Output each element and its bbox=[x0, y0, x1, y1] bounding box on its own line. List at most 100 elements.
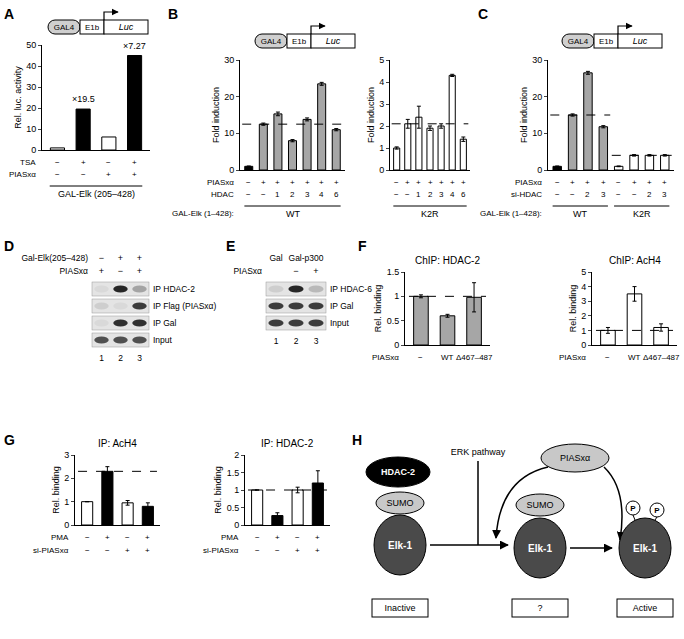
svg-text:−: − bbox=[105, 546, 110, 555]
svg-text:Input: Input bbox=[330, 318, 350, 328]
svg-text:HDAC: HDAC bbox=[211, 190, 234, 199]
svg-text:IP: HDAC-2: IP: HDAC-2 bbox=[261, 438, 314, 449]
svg-text:F: F bbox=[358, 238, 367, 254]
svg-text:−: − bbox=[106, 158, 111, 167]
svg-text:PIASxα: PIASxα bbox=[559, 353, 586, 362]
svg-text:−: − bbox=[293, 266, 298, 276]
svg-text:2: 2 bbox=[428, 190, 433, 199]
svg-text:4: 4 bbox=[319, 190, 324, 199]
svg-text:P: P bbox=[654, 506, 660, 515]
svg-text:−: − bbox=[55, 170, 60, 179]
svg-text:0: 0 bbox=[379, 165, 384, 175]
svg-text:1.5: 1.5 bbox=[387, 267, 400, 277]
svg-text:+: + bbox=[319, 178, 324, 187]
svg-text:20: 20 bbox=[532, 92, 542, 102]
svg-text:+: + bbox=[315, 533, 320, 542]
svg-text:1: 1 bbox=[64, 497, 69, 507]
svg-text:−: − bbox=[55, 158, 60, 167]
svg-text:3: 3 bbox=[581, 296, 586, 306]
svg-text:−: − bbox=[405, 190, 410, 199]
svg-text:PMA: PMA bbox=[221, 533, 239, 542]
svg-text:PMA: PMA bbox=[51, 533, 69, 542]
svg-text:+: + bbox=[334, 178, 339, 187]
svg-text:3: 3 bbox=[601, 190, 606, 199]
svg-text:E1b: E1b bbox=[85, 23, 100, 32]
svg-text:C: C bbox=[478, 6, 488, 22]
svg-text:−: − bbox=[255, 546, 260, 555]
svg-text:−: − bbox=[85, 546, 90, 555]
svg-text:PIASxα: PIASxα bbox=[372, 353, 399, 362]
svg-text:−: − bbox=[246, 190, 251, 199]
svg-text:×19.5: ×19.5 bbox=[72, 94, 95, 104]
svg-text:+: + bbox=[275, 533, 280, 542]
svg-text:E1b: E1b bbox=[599, 37, 614, 46]
svg-text:si-PIASxα: si-PIASxα bbox=[33, 546, 69, 555]
svg-text:B: B bbox=[168, 6, 178, 22]
svg-text:0: 0 bbox=[537, 165, 542, 175]
svg-text:PIASxα: PIASxα bbox=[9, 170, 36, 179]
svg-text:+: + bbox=[461, 178, 466, 187]
svg-text:WT: WT bbox=[286, 209, 300, 219]
svg-text:50: 50 bbox=[26, 40, 36, 50]
svg-text:1: 1 bbox=[379, 143, 384, 153]
svg-text:Rel. luc. activity: Rel. luc. activity bbox=[13, 66, 23, 129]
svg-text:2: 2 bbox=[585, 190, 590, 199]
svg-text:1.5: 1.5 bbox=[227, 468, 240, 478]
svg-text:−: − bbox=[418, 353, 423, 362]
svg-text:3: 3 bbox=[137, 353, 142, 363]
svg-text:−: − bbox=[261, 190, 266, 199]
svg-text:Δ467–487: Δ467–487 bbox=[643, 353, 680, 362]
svg-text:30: 30 bbox=[26, 82, 36, 92]
svg-text:2: 2 bbox=[379, 121, 384, 131]
svg-text:−: − bbox=[394, 178, 399, 187]
svg-text:5: 5 bbox=[379, 55, 384, 65]
svg-text:+: + bbox=[132, 158, 137, 167]
svg-text:+: + bbox=[295, 546, 300, 555]
svg-text:0: 0 bbox=[234, 520, 239, 530]
svg-text:1: 1 bbox=[394, 291, 399, 301]
svg-text:Rel. binding: Rel. binding bbox=[213, 466, 223, 514]
svg-text:+: + bbox=[647, 178, 652, 187]
svg-text:si-PIASxα: si-PIASxα bbox=[203, 546, 239, 555]
svg-text:2: 2 bbox=[64, 473, 69, 483]
svg-text:Input: Input bbox=[153, 335, 173, 345]
svg-text:+: + bbox=[601, 178, 606, 187]
svg-text:10: 10 bbox=[532, 128, 542, 138]
svg-text:E: E bbox=[226, 238, 235, 254]
svg-text:5: 5 bbox=[581, 267, 586, 277]
svg-text:1: 1 bbox=[581, 326, 586, 336]
svg-text:3: 3 bbox=[439, 190, 444, 199]
svg-text:1: 1 bbox=[234, 485, 239, 495]
svg-text:HDAC-2: HDAC-2 bbox=[381, 467, 415, 477]
svg-text:−: − bbox=[394, 190, 399, 199]
svg-text:−: − bbox=[81, 170, 86, 179]
svg-text:−: − bbox=[632, 190, 637, 199]
svg-text:si-HDAC: si-HDAC bbox=[511, 190, 542, 199]
svg-text:1: 1 bbox=[275, 190, 280, 199]
svg-text:Rel. binding: Rel. binding bbox=[568, 285, 578, 333]
svg-text:0.5: 0.5 bbox=[227, 503, 240, 513]
svg-text:K2R: K2R bbox=[633, 209, 651, 219]
svg-text:PIASxα: PIASxα bbox=[233, 266, 262, 276]
svg-text:IP Gal: IP Gal bbox=[153, 318, 177, 328]
svg-text:10: 10 bbox=[26, 124, 36, 134]
svg-text:4: 4 bbox=[379, 77, 384, 87]
svg-text:+: + bbox=[81, 158, 86, 167]
svg-text:Active: Active bbox=[633, 603, 658, 613]
svg-text:IP HDAC-2: IP HDAC-2 bbox=[153, 284, 195, 294]
svg-text:−: − bbox=[275, 546, 280, 555]
svg-text:IP: AcH4: IP: AcH4 bbox=[98, 438, 137, 449]
svg-text:1: 1 bbox=[416, 190, 421, 199]
svg-text:+: + bbox=[145, 533, 150, 542]
svg-text:30: 30 bbox=[224, 55, 234, 65]
svg-text:SUMO: SUMO bbox=[387, 498, 414, 508]
svg-text:Fold induction: Fold induction bbox=[519, 87, 529, 143]
svg-text:0: 0 bbox=[394, 340, 399, 350]
svg-text:IP Flag (PIASxα): IP Flag (PIASxα) bbox=[153, 301, 217, 311]
svg-text:Elk-1: Elk-1 bbox=[633, 543, 657, 554]
svg-text:0: 0 bbox=[31, 145, 36, 155]
svg-text:1: 1 bbox=[99, 353, 104, 363]
svg-text:+: + bbox=[145, 546, 150, 555]
svg-text:−: − bbox=[555, 178, 560, 187]
svg-text:Gal: Gal bbox=[269, 253, 282, 263]
